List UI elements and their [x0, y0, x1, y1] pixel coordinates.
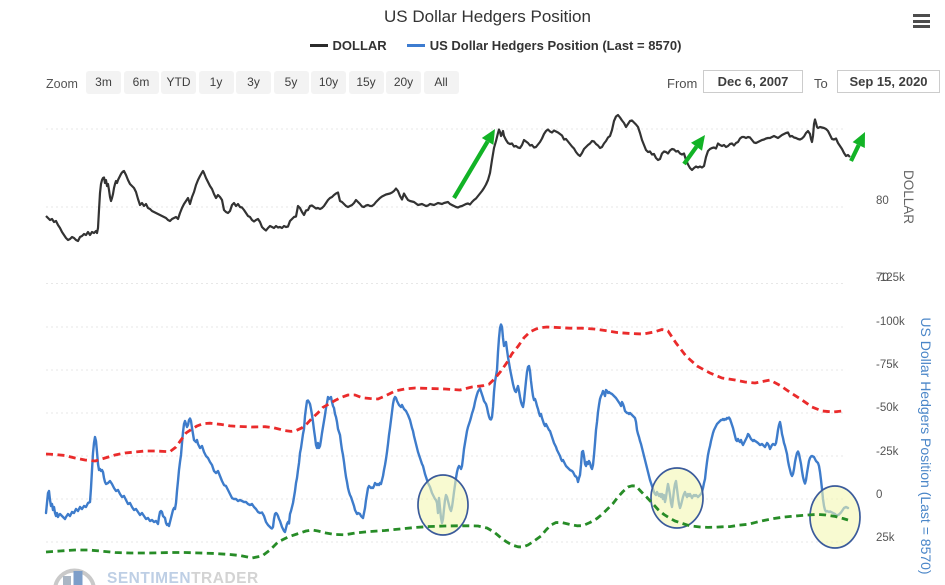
- svg-text:US Dollar Hedgers Position (La: US Dollar Hedgers Position (Last = 8570): [918, 317, 934, 574]
- svg-text:DOLLAR: DOLLAR: [901, 170, 916, 224]
